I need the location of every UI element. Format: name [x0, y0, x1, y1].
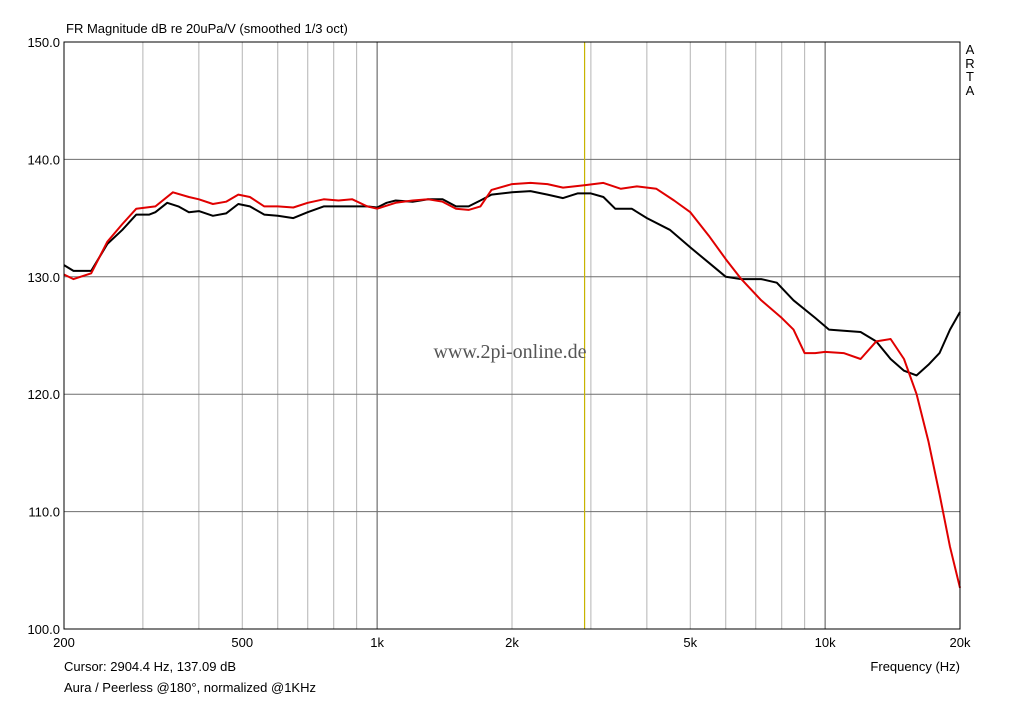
- x-tick-label: 2k: [505, 635, 519, 650]
- black-response-line: [63, 190, 961, 377]
- y-tick-label: 130.0: [27, 270, 60, 285]
- brand-letter: A: [965, 82, 975, 98]
- red-response-line: [63, 181, 961, 589]
- x-tick-label: 1k: [370, 635, 384, 650]
- y-tick-label: 150.0: [27, 35, 60, 50]
- chart-title: FR Magnitude dB re 20uPa/V (smoothed 1/3…: [66, 21, 348, 36]
- plot-frame: [63, 41, 961, 630]
- x-tick-label: 500: [231, 635, 253, 650]
- watermark-text: www.2pi-online.de: [433, 341, 586, 363]
- brand-letter: T: [966, 69, 974, 84]
- y-tick-label: 100.0: [27, 622, 60, 637]
- footnote: Aura / Peerless @180°, normalized @1KHz: [64, 680, 316, 695]
- brand-letter: R: [965, 55, 975, 71]
- brand-letter: A: [965, 42, 975, 57]
- x-tick-label: 10k: [815, 635, 836, 650]
- x-axis-label: Frequency (Hz): [870, 659, 960, 674]
- y-tick-label: 120.0: [27, 387, 60, 402]
- x-tick-label: 20k: [950, 635, 971, 650]
- y-tick-label: 110.0: [28, 505, 60, 520]
- y-tick-label: 140.0: [27, 152, 60, 167]
- brand-label: A R T A: [963, 43, 977, 97]
- x-tick-label: 5k: [683, 635, 697, 650]
- cursor-readout: Cursor: 2904.4 Hz, 137.09 dB: [64, 659, 236, 674]
- x-tick-label: 200: [53, 635, 75, 650]
